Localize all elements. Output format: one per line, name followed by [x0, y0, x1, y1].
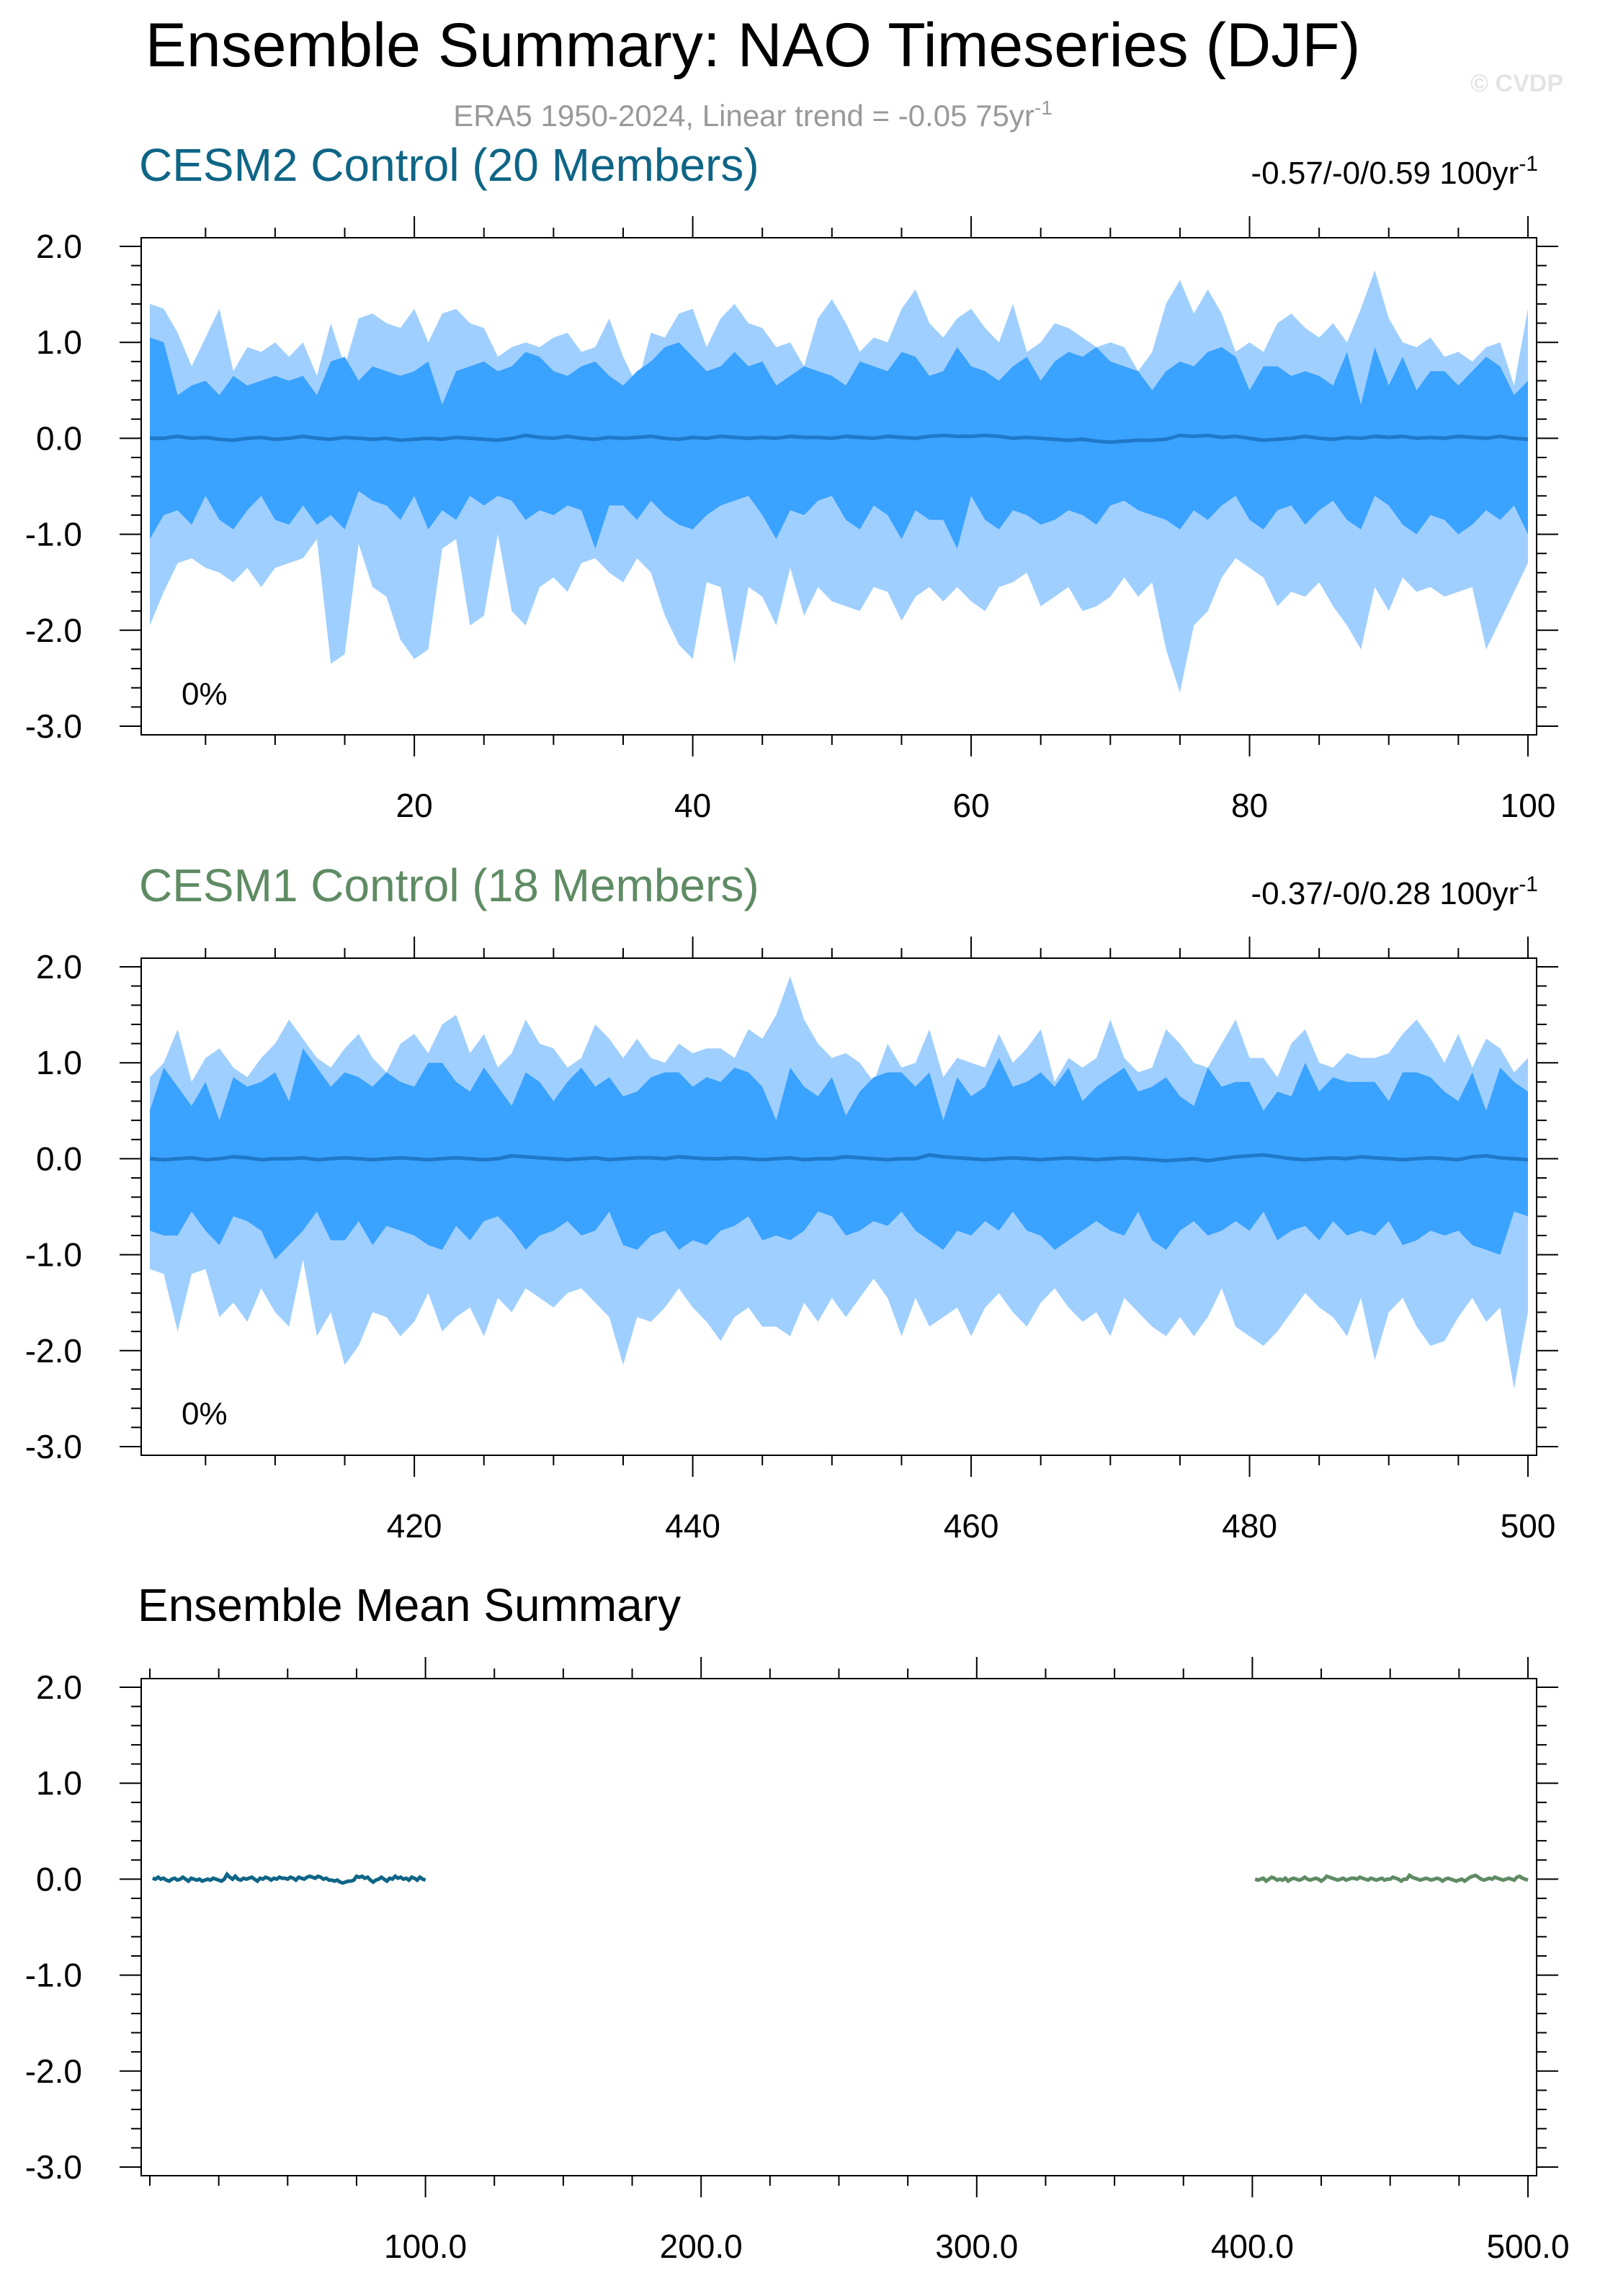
x-tick-label: 480: [1222, 1507, 1277, 1545]
x-tick-label: 460: [944, 1507, 999, 1545]
y-tick-label: 0.0: [36, 1860, 82, 1898]
y-tick-label: -2.0: [25, 612, 82, 649]
series-line-cesm1: [1254, 1872, 1529, 1884]
x-tick-label: 420: [387, 1507, 442, 1545]
y-tick-label: 0.0: [36, 419, 82, 457]
x-tick-label: 300.0: [935, 2228, 1018, 2265]
panel-cesm2-trend-base: -0.57/-0/0.59 100yr: [1251, 156, 1519, 191]
series-inner-band: [150, 337, 1528, 549]
y-tick-label: 1.0: [36, 1044, 82, 1081]
y-tick-label: 2.0: [36, 228, 82, 265]
figure-title: Ensemble Summary: NAO Timeseries (DJF): [146, 11, 1361, 80]
y-tick-label: -3.0: [25, 707, 82, 745]
panel-cesm1-percent: 0%: [182, 1396, 228, 1431]
panel-cesm2: CESM2 Control (20 Members) -0.57/-0/0.59…: [25, 139, 1558, 824]
x-tick-label: 200.0: [660, 2228, 743, 2265]
plot-ensemble-mean: 2.0 1.0 0.0 -1.0 -2.0 -3.0 100.0 200.0 300.0 400.…: [25, 1657, 1570, 2265]
panel-cesm1-title: CESM1 Control (18 Members): [139, 859, 759, 911]
x-tick-label: 80: [1231, 787, 1268, 824]
panel-cesm1-trend-base: -0.37/-0/0.28 100yr: [1251, 876, 1519, 911]
panel-cesm2-percent: 0%: [182, 676, 228, 712]
x-tick-label: 500.0: [1486, 2228, 1569, 2265]
panel-cesm2-trend-sup: -1: [1519, 152, 1538, 176]
y-tick-label: -1.0: [25, 516, 82, 553]
figure-subtitle-base: ERA5 1950-2024, Linear trend = -0.05 75y…: [453, 99, 1034, 133]
y-tick-label: -2.0: [25, 1332, 82, 1370]
panel-cesm1-trend: -0.37/-0/0.28 100yr-1: [1251, 872, 1538, 911]
x-tick-label: 100.0: [384, 2228, 467, 2265]
x-tick-label: 500: [1501, 1507, 1556, 1545]
y-tick-label: -1.0: [25, 1236, 82, 1274]
y-tick-label: 0.0: [36, 1140, 82, 1177]
x-tick-label: 20: [396, 787, 433, 824]
panel-ensemble-mean: Ensemble Mean Summary 2.0 1.0 0.0 -1.0 -2.0 -…: [25, 1579, 1570, 2265]
series-mean-line: [150, 433, 1529, 445]
x-tick-label: 40: [674, 787, 711, 824]
x-tick-label: 60: [952, 787, 989, 824]
panel-cesm1: CESM1 Control (18 Members) -0.37/-0/0.28…: [25, 859, 1558, 1545]
panel-cesm2-trend: -0.57/-0/0.59 100yr-1: [1251, 152, 1538, 191]
y-tick-label: -3.0: [25, 1428, 82, 1465]
panel-cesm1-trend-sup: -1: [1519, 872, 1538, 896]
figure-subtitle: ERA5 1950-2024, Linear trend = -0.05 75y…: [453, 97, 1052, 133]
x-tick-label: 400.0: [1211, 2228, 1294, 2265]
panel-cesm2-title: CESM2 Control (20 Members): [139, 139, 759, 191]
y-tick-label: 1.0: [36, 323, 82, 361]
y-tick-label: -1.0: [25, 1957, 82, 1994]
plot-cesm1: 2.0 1.0 0.0 -1.0 -2.0 -3.0 420 440 460 480 500: [25, 937, 1558, 1545]
panel-ensemble-mean-title: Ensemble Mean Summary: [138, 1579, 681, 1631]
series-line-cesm2: [152, 1871, 426, 1885]
series-mean-line: [149, 1153, 1529, 1163]
x-tick-label: 100: [1501, 787, 1556, 824]
y-tick-label: 2.0: [36, 948, 82, 986]
y-tick-label: 1.0: [36, 1764, 82, 1802]
plot-frame: [140, 957, 1537, 1456]
plot-frame: [140, 237, 1537, 736]
x-tick-label: 440: [665, 1507, 720, 1545]
plot-cesm2: 2.0 1.0 0.0 -1.0 -2.0 -3.0 20 40 60 80 100: [25, 216, 1558, 824]
figure-subtitle-sup: -1: [1034, 97, 1052, 119]
y-tick-label: -2.0: [25, 2052, 82, 2090]
watermark: © CVDP: [1470, 70, 1563, 97]
y-tick-label: 2.0: [36, 1669, 82, 1706]
y-tick-label: -3.0: [25, 2148, 82, 2186]
plot-frame: [140, 1678, 1537, 2176]
series-inner-band: [150, 1048, 1528, 1260]
